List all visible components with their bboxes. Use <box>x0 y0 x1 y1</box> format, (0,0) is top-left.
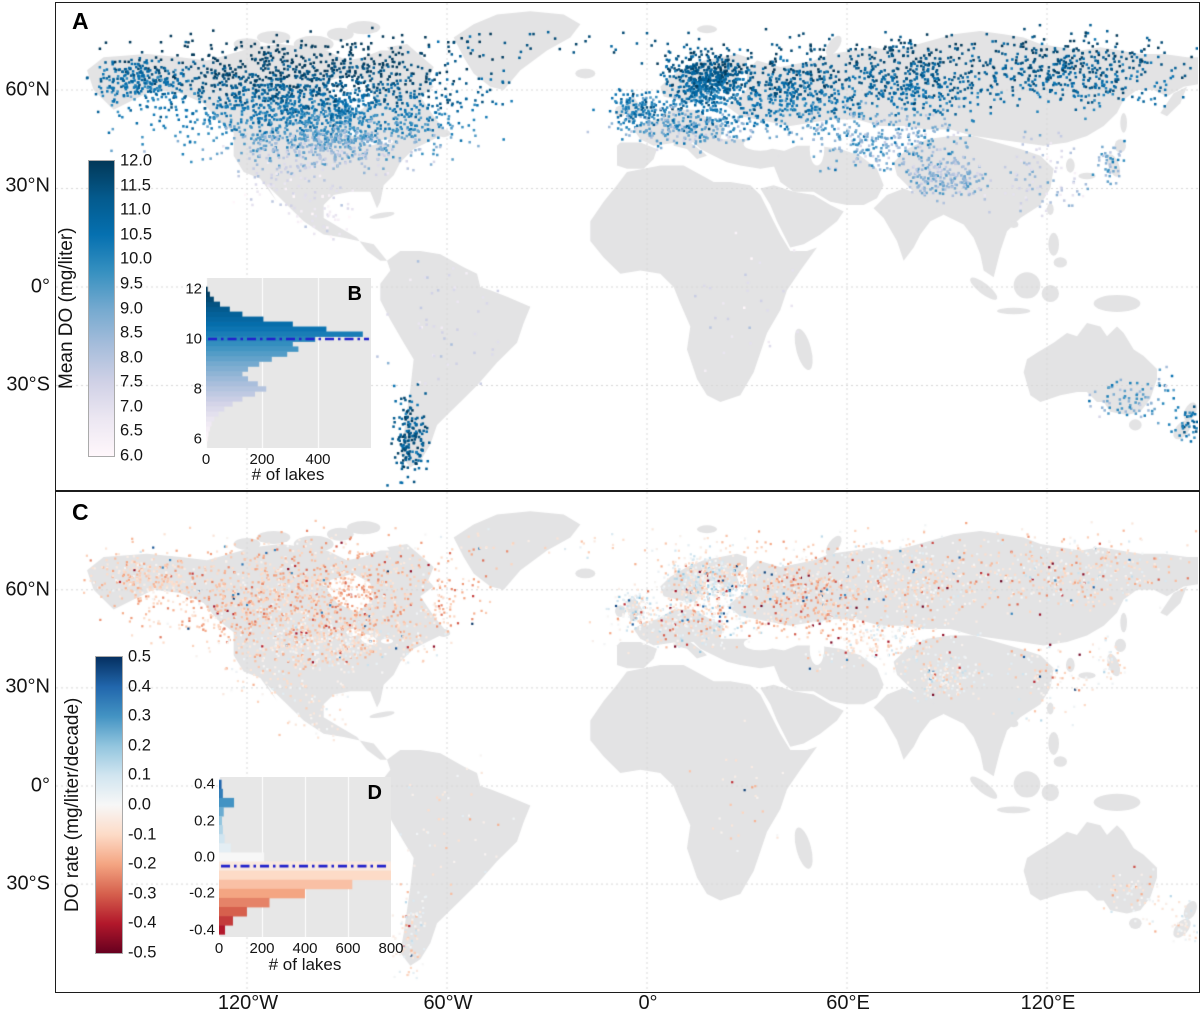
inset-d-x-tick: 200 <box>249 940 275 957</box>
histogram-do-rate <box>219 777 391 937</box>
lat-tick-c-30s: 30°S <box>6 872 50 895</box>
colorbar-do-rate-tick: -0.5 <box>128 943 157 962</box>
inset-b-y-tick: 6 <box>193 430 202 448</box>
colorbar-mean-do-tick: 10.5 <box>120 225 153 244</box>
colorbar-mean-do-tick: 6.0 <box>120 446 143 465</box>
colorbar-mean-do-tick: 6.5 <box>120 421 143 440</box>
inset-d-y-tick: 0.4 <box>194 775 215 793</box>
lat-tick-a-30s: 30°S <box>6 373 50 396</box>
colorbar-do-rate-tick: 0.3 <box>128 706 151 725</box>
panel-a-label: A <box>72 8 89 34</box>
colorbar-do-rate-tick: -0.1 <box>128 825 157 844</box>
colorbar-mean-do-tick: 8.0 <box>120 348 143 367</box>
colorbar-do-rate-tick: -0.3 <box>128 884 157 903</box>
panel-c-do-rate-map: C DO rate (mg/liter/decade) D # of lakes… <box>55 491 1200 993</box>
colorbar-mean-do-tick: 10.0 <box>120 249 153 268</box>
colorbar-mean-do-tick: 8.5 <box>120 323 143 342</box>
lon-tick-120e: 120°E <box>1020 992 1076 1014</box>
colorbar-mean-do-tick: 11.0 <box>120 200 151 219</box>
inset-d-y-tick: -0.4 <box>189 921 215 939</box>
colorbar-mean-do-tick: 7.5 <box>120 372 143 391</box>
colorbar-do-rate-tick: 0.2 <box>128 736 151 755</box>
inset-b-x-tick: 200 <box>249 451 275 468</box>
inset-d-label: D <box>367 782 382 804</box>
histogram-mean-do <box>206 278 371 448</box>
colorbar-do-rate-tick: -0.2 <box>128 854 157 873</box>
inset-b-y-tick: 8 <box>193 380 202 398</box>
lat-tick-a-30n: 30°N <box>5 174 50 197</box>
lat-tick-a-0: 0° <box>30 275 50 298</box>
lon-tick-120w: 120°W <box>217 992 279 1014</box>
lat-tick-c-30n: 30°N <box>5 675 50 698</box>
colorbar-mean-do-tick: 9.5 <box>120 274 143 293</box>
colorbar-mean-do <box>88 160 115 457</box>
colorbar-do-rate <box>95 656 123 954</box>
inset-d-y-tick: -0.2 <box>189 884 215 902</box>
lon-tick-60e: 60°E <box>826 992 870 1014</box>
colorbar-do-rate-tick: 0.1 <box>128 765 151 784</box>
inset-b-y-tick: 12 <box>185 280 202 298</box>
panel-a-mean-do-map: A Mean DO (mg/liter) B # of lakes 12.0 11… <box>55 2 1200 491</box>
lat-tick-c-0: 0° <box>30 774 50 797</box>
lat-tick-a-60n: 60°N <box>5 78 50 101</box>
inset-d-xlabel: # of lakes <box>268 955 342 974</box>
colorbar-mean-do-tick: 9.0 <box>120 299 143 317</box>
colorbar-do-rate-tick: 0.5 <box>128 647 151 666</box>
inset-b-y-tick: 10 <box>185 330 202 348</box>
inset-d-x-tick: 400 <box>292 940 318 957</box>
inset-d-y-tick: 0.2 <box>194 812 215 830</box>
inset-b-x-tick: 400 <box>305 451 331 468</box>
lon-tick-60w: 60°W <box>423 992 473 1014</box>
lon-tick-0: 0° <box>638 992 658 1014</box>
colorbar-mean-do-tick: 11.5 <box>120 176 151 195</box>
lat-tick-c-60n: 60°N <box>5 578 50 601</box>
colorbar-do-rate-tick: 0.0 <box>128 795 151 814</box>
colorbar-mean-do-tick: 7.0 <box>120 397 143 416</box>
inset-d-histogram: D <box>219 777 391 937</box>
inset-b-histogram: B <box>206 278 371 448</box>
inset-d-x-tick: 600 <box>335 940 361 957</box>
inset-b-x-tick: 0 <box>201 451 211 468</box>
inset-d-x-tick: 800 <box>378 940 404 957</box>
colorbar-do-rate-title: DO rate (mg/liter/decade) <box>62 697 83 913</box>
inset-d-y-tick: 0.0 <box>194 848 215 866</box>
colorbar-do-rate-tick: -0.4 <box>128 913 157 932</box>
colorbar-mean-do-title: Mean DO (mg/liter) <box>56 227 77 390</box>
colorbar-mean-do-tick: 12.0 <box>120 151 153 170</box>
inset-b-xlabel: # of lakes <box>251 465 325 484</box>
colorbar-do-rate-tick: 0.4 <box>128 677 151 696</box>
inset-b-label: B <box>347 283 362 305</box>
inset-d-x-tick: 0 <box>214 940 224 957</box>
panel-c-label: C <box>72 499 89 525</box>
